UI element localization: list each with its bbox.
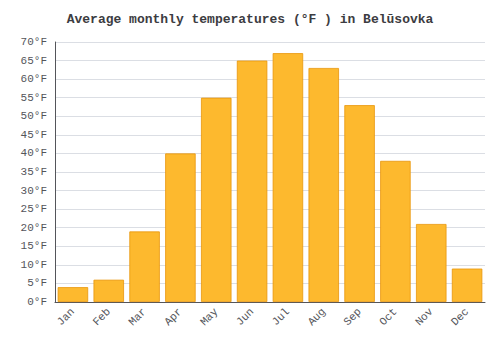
svg-text:Average monthly temperatures (: Average monthly temperatures (°F ) in Be… bbox=[67, 12, 434, 27]
svg-text:5°F: 5°F bbox=[27, 277, 47, 289]
svg-text:25°F: 25°F bbox=[21, 203, 47, 215]
svg-text:Jan: Jan bbox=[55, 306, 77, 328]
svg-text:30°F: 30°F bbox=[21, 185, 47, 197]
svg-text:70°F: 70°F bbox=[21, 36, 47, 48]
svg-text:60°F: 60°F bbox=[21, 73, 47, 85]
svg-text:45°F: 45°F bbox=[21, 129, 47, 141]
svg-text:15°F: 15°F bbox=[21, 240, 47, 252]
svg-text:0°F: 0°F bbox=[27, 296, 47, 308]
svg-text:Oct: Oct bbox=[377, 306, 399, 328]
svg-text:Mar: Mar bbox=[126, 306, 148, 328]
svg-text:10°F: 10°F bbox=[21, 259, 47, 271]
svg-text:40°F: 40°F bbox=[21, 147, 47, 159]
svg-text:65°F: 65°F bbox=[21, 55, 47, 67]
svg-text:Jun: Jun bbox=[234, 306, 256, 328]
svg-text:55°F: 55°F bbox=[21, 92, 47, 104]
svg-text:Jul: Jul bbox=[270, 306, 292, 328]
svg-text:Nov: Nov bbox=[413, 305, 436, 328]
svg-text:20°F: 20°F bbox=[21, 222, 47, 234]
svg-text:50°F: 50°F bbox=[21, 110, 47, 122]
svg-text:Sep: Sep bbox=[341, 306, 363, 328]
svg-text:Apr: Apr bbox=[162, 306, 184, 328]
svg-text:35°F: 35°F bbox=[21, 166, 47, 178]
svg-text:May: May bbox=[198, 305, 221, 328]
svg-text:Dec: Dec bbox=[449, 306, 471, 328]
svg-text:Feb: Feb bbox=[91, 306, 113, 328]
svg-text:Aug: Aug bbox=[306, 306, 328, 328]
